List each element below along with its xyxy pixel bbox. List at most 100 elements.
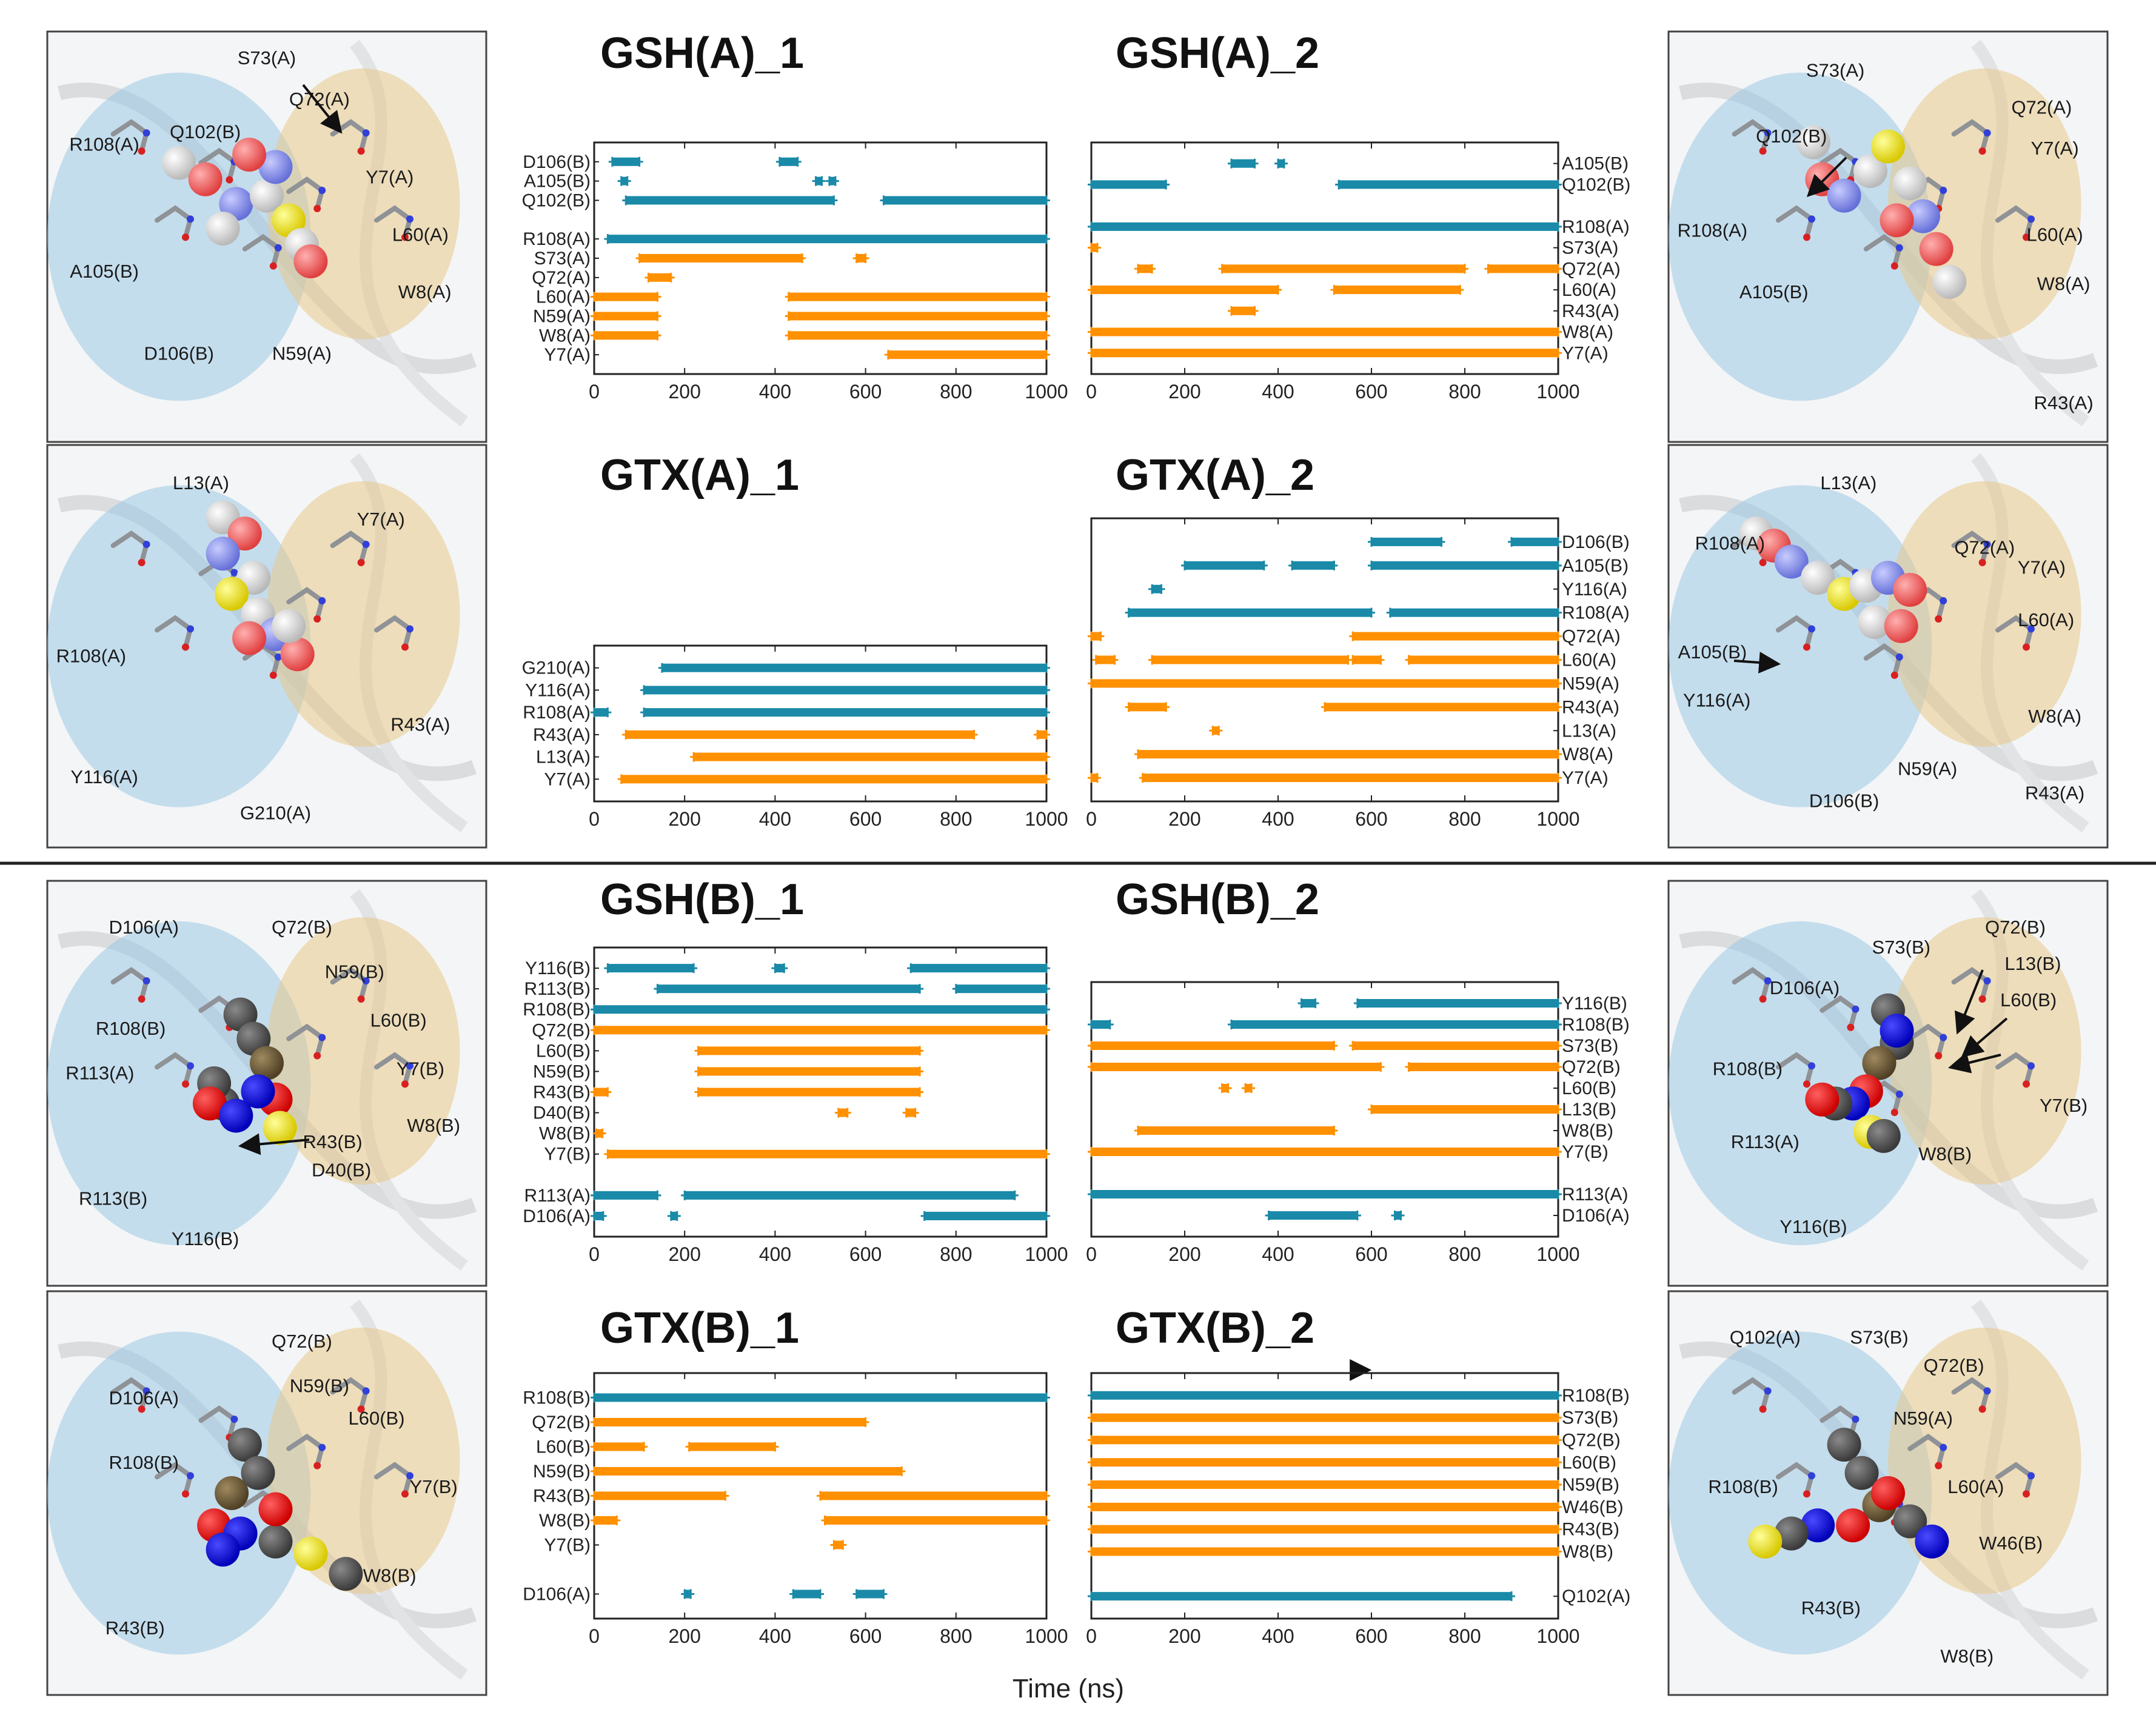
row-label: Y116(A)	[525, 680, 591, 700]
residue-label: Q102(B)	[170, 121, 241, 142]
residue-label: Y7(B)	[2040, 1095, 2087, 1116]
contact-segment	[1091, 1436, 1558, 1445]
row-label: D40(B)	[533, 1103, 591, 1123]
contact-marker	[694, 1046, 924, 1056]
contact-segment	[1138, 750, 1558, 759]
x-tick-label: 200	[1168, 381, 1200, 403]
residue-label: D106(A)	[109, 917, 179, 938]
plot-gshb-2: GSH(B)_2 Y116(B)R108(B)S73(B)Q72(B)L60(B)…	[1086, 875, 1630, 1265]
oxygen-atom	[138, 1405, 146, 1413]
contact-marker	[1088, 773, 1101, 783]
row-label: S73(A)	[534, 249, 591, 269]
row-label: A105(B)	[524, 172, 591, 192]
residue-label: R113(B)	[79, 1188, 147, 1209]
row-label: Y116(B)	[525, 958, 591, 978]
plot-frame	[1090, 141, 1559, 375]
contact-marker	[902, 1108, 919, 1118]
residue-sidechain	[1863, 233, 1903, 269]
row-label: R108(B)	[523, 1000, 591, 1020]
residue-label: L13(B)	[2004, 953, 2061, 974]
contact-segment	[594, 1418, 866, 1426]
contact-marker	[592, 1128, 606, 1138]
ligand-atom	[329, 1557, 363, 1591]
residue-label: R108(B)	[1713, 1058, 1783, 1080]
contact-marker	[1088, 1147, 1562, 1157]
plot-frame	[593, 644, 1048, 803]
nitrogen-atom	[187, 625, 194, 633]
contact-segment	[856, 254, 866, 262]
row-label: Q72(B)	[1562, 1430, 1621, 1450]
contact-segment	[788, 312, 1046, 321]
chain-b-surface	[1669, 72, 1932, 401]
residue-label: R43(B)	[105, 1617, 165, 1639]
contact-marker	[1349, 655, 1385, 665]
residue-sidechain	[155, 615, 193, 650]
contact-marker	[1368, 536, 1445, 547]
x-tick-label: 400	[759, 808, 791, 830]
nitrogen-atom	[1808, 625, 1815, 633]
row-label: W46(B)	[1562, 1497, 1624, 1517]
contact-segment	[594, 1191, 658, 1200]
contact-marker	[1391, 1211, 1405, 1220]
residue-sidechain	[330, 530, 369, 565]
row-label: Y7(B)	[544, 1536, 591, 1556]
contact-marker	[591, 1087, 612, 1097]
row-label: R43(A)	[1562, 301, 1619, 321]
nitrogen-atom	[1983, 129, 1991, 137]
contact-segment	[1091, 1148, 1558, 1156]
x-tick-label: 600	[849, 1625, 882, 1647]
contact-marker	[604, 1149, 1050, 1159]
contact-segment	[594, 1005, 1046, 1014]
residue-label: A105(B)	[70, 261, 139, 282]
contact-marker	[1088, 1480, 1562, 1490]
contact-segment	[788, 292, 1046, 301]
oxygen-atom	[182, 643, 189, 651]
contact-segment	[657, 984, 920, 994]
x-tick-label: 200	[669, 381, 701, 403]
contact-segment	[594, 708, 608, 717]
contact-segment	[1231, 159, 1255, 168]
contact-marker	[681, 1190, 1019, 1200]
plot-title: GTX(B)_2	[1116, 1304, 1314, 1352]
contact-segment	[834, 1540, 843, 1549]
contact-segment	[661, 663, 1046, 672]
row-label: W8(B)	[539, 1124, 591, 1144]
residue-label: W8(B)	[1918, 1143, 1972, 1165]
x-tick-label: 1000	[1536, 1243, 1579, 1265]
residue-sidechain	[110, 967, 150, 1001]
contact-segment	[1138, 264, 1153, 273]
residue-label: L60(B)	[2000, 989, 2057, 1011]
contact-marker	[1321, 702, 1562, 712]
residue-sidechain	[1995, 615, 2034, 650]
nitrogen-atom	[362, 129, 370, 137]
contact-segment	[838, 1108, 848, 1117]
residue-label: L13(A)	[173, 472, 229, 493]
row-label: W8(A)	[1562, 744, 1613, 764]
contact-segment	[1091, 1020, 1110, 1029]
nitrogen-atom	[274, 653, 282, 661]
plot-gshb-1: GSH(B)_1 Y116(B)R113(B)R108(B)Q72(B)L60(B…	[523, 875, 1068, 1265]
contact-segment	[648, 273, 671, 282]
residue-label: D106(B)	[144, 343, 213, 364]
residue-label: L60(A)	[392, 224, 449, 245]
residue-sidechain	[110, 530, 150, 565]
contact-marker	[785, 292, 1050, 302]
residue-label: D40(B)	[312, 1160, 371, 1181]
contact-marker	[920, 1211, 1050, 1221]
contact-segment	[1268, 1211, 1358, 1220]
contact-segment	[1408, 655, 1558, 664]
residue-sidechain	[374, 615, 413, 650]
oxygen-atom	[1803, 233, 1810, 241]
residue-label: R108(B)	[1708, 1476, 1778, 1497]
contact-segment	[1185, 561, 1264, 570]
residue-sidechain	[1995, 205, 2034, 240]
row-label: Q102(B)	[1562, 175, 1630, 195]
oxygen-atom	[1935, 615, 1943, 623]
contact-marker	[1088, 1020, 1114, 1029]
residue-label: Y7(A)	[366, 166, 413, 187]
nitrogen-atom	[1764, 129, 1772, 137]
residue-sidechain	[155, 205, 193, 240]
contact-segment	[1037, 730, 1046, 739]
residue-label: R43(A)	[2034, 392, 2093, 413]
contact-marker	[1265, 1211, 1361, 1220]
